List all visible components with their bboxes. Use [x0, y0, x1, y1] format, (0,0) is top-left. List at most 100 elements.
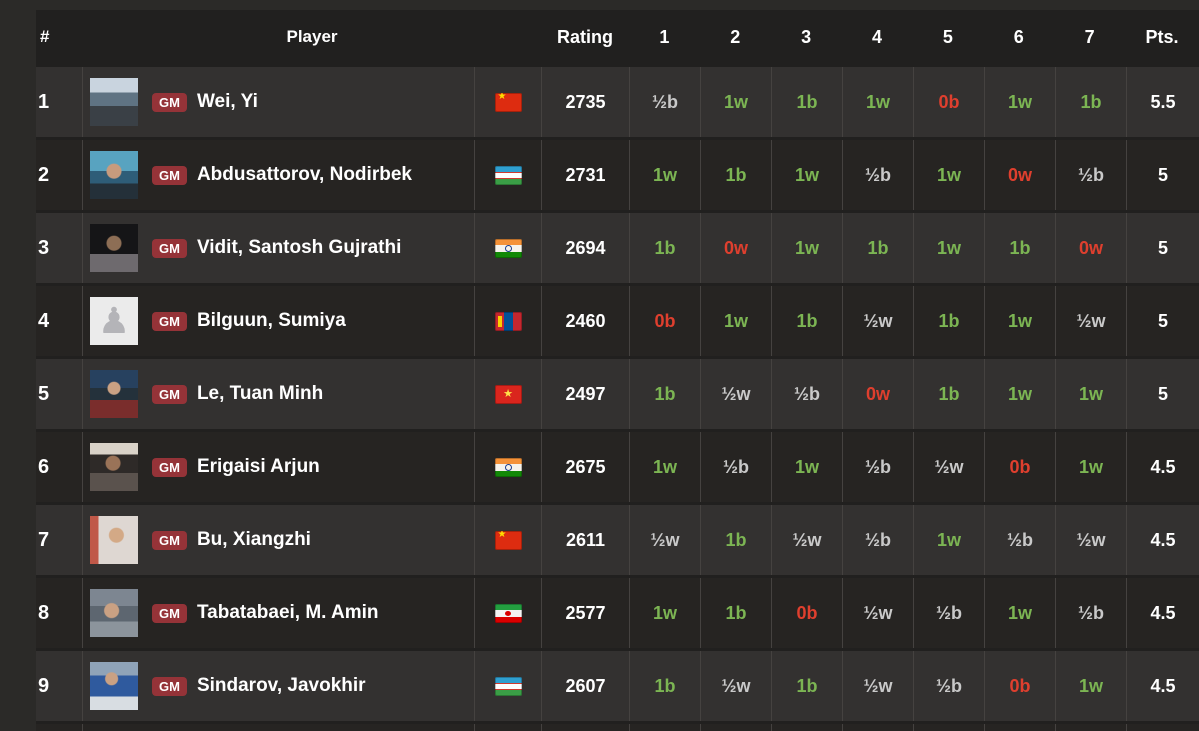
result-value[interactable]: ½b	[1077, 164, 1104, 185]
gm-title-badge: GM	[152, 676, 187, 696]
result-value[interactable]: 0w	[865, 383, 890, 404]
result-value[interactable]: 0w	[723, 237, 748, 258]
result-value[interactable]: 1w	[794, 237, 819, 258]
result-value[interactable]: 1b	[1009, 237, 1031, 258]
result-value[interactable]: ½w	[863, 310, 893, 331]
result-value[interactable]: 1w	[1007, 91, 1032, 112]
result-cell-r4: ½b	[843, 505, 914, 575]
result-value[interactable]: ½w	[721, 675, 751, 696]
flag-cell	[475, 140, 542, 210]
points-cell: 5	[1127, 359, 1199, 429]
result-value[interactable]: ½b	[1077, 602, 1104, 623]
standings-table: # Player Rating 1 2 3 4 5 6 7 Pts. 1 GM We…	[36, 10, 1199, 731]
result-value[interactable]: 1w	[865, 91, 890, 112]
result-value[interactable]: ½w	[934, 456, 964, 477]
result-cell-r5: 1b	[914, 286, 985, 356]
result-value[interactable]: 1w	[1007, 310, 1032, 331]
result-value[interactable]: 1w	[936, 237, 961, 258]
points-cell: 5	[1127, 213, 1199, 283]
result-value[interactable]: ½w	[650, 529, 680, 550]
result-value[interactable]: 0w	[1078, 237, 1103, 258]
result-value[interactable]: 1w	[936, 529, 961, 550]
result-value[interactable]: 1w	[936, 164, 961, 185]
result-cell-r3: 0b	[772, 578, 843, 648]
result-value[interactable]: 1b	[1080, 91, 1102, 112]
result-value[interactable]: 0b	[1009, 456, 1031, 477]
result-value[interactable]: 1b	[725, 529, 747, 550]
result-cell-r5: 1b	[914, 359, 985, 429]
result-value[interactable]: ½b	[651, 91, 678, 112]
result-value[interactable]: ½w	[863, 675, 893, 696]
result-value[interactable]: 1b	[654, 237, 676, 258]
result-value[interactable]: ½w	[863, 602, 893, 623]
result-value[interactable]: 0b	[796, 602, 818, 623]
table-row: 1 GM Wei, Yi 2735 ½b 1w 1b 1w 0b 1w 1b 5.5	[36, 64, 1199, 137]
result-value[interactable]: ½b	[1006, 529, 1033, 550]
result-value[interactable]: 1w	[723, 91, 748, 112]
result-cell-r7: ½b	[1056, 140, 1127, 210]
result-value[interactable]: ½b	[864, 456, 891, 477]
rank-cell: 6	[36, 432, 83, 502]
result-value[interactable]: 1w	[794, 164, 819, 185]
result-value[interactable]: 1b	[654, 383, 676, 404]
result-value[interactable]: 1b	[725, 164, 747, 185]
result-value[interactable]: 1w	[1007, 383, 1032, 404]
header-rank: #	[40, 27, 50, 46]
result-value[interactable]: 1w	[1078, 456, 1103, 477]
result-value[interactable]: ½b	[935, 675, 962, 696]
result-value[interactable]: ½b	[722, 456, 749, 477]
header-round-7: 7	[1084, 26, 1095, 47]
result-value[interactable]: 1b	[867, 237, 889, 258]
result-value[interactable]: 1b	[938, 383, 960, 404]
result-value[interactable]: ½b	[864, 164, 891, 185]
result-value[interactable]: ½b	[864, 529, 891, 550]
result-value[interactable]: 1w	[1007, 602, 1032, 623]
points-cell: 5.5	[1127, 67, 1199, 137]
result-value[interactable]: 1b	[796, 675, 818, 696]
player-name-link[interactable]: Wei, Yi	[196, 91, 258, 112]
result-value[interactable]: 1b	[654, 675, 676, 696]
result-cell-r4: 0w	[843, 359, 914, 429]
header-round-5: 5	[942, 26, 953, 47]
player-photo	[90, 589, 138, 637]
result-value[interactable]: ½w	[1076, 310, 1106, 331]
player-name-link[interactable]: Abdusattorov, Nodirbek	[196, 164, 412, 185]
result-value[interactable]: ½b	[935, 602, 962, 623]
player-name-link[interactable]: Erigaisi Arjun	[196, 456, 320, 477]
result-value[interactable]: ½w	[721, 383, 751, 404]
result-value[interactable]: 1w	[723, 310, 748, 331]
result-value[interactable]: 1b	[796, 310, 818, 331]
result-value[interactable]: 0b	[1009, 675, 1031, 696]
player-name-link[interactable]: Sindarov, Javokhir	[196, 675, 366, 696]
result-value[interactable]: 1w	[794, 456, 819, 477]
player-name-link[interactable]: Le, Tuan Minh	[196, 383, 324, 404]
player-name-link[interactable]: Tabatabaei, M. Amin	[196, 602, 379, 623]
result-value[interactable]: 1w	[652, 164, 677, 185]
rating-cell: 2497	[542, 359, 630, 429]
result-value[interactable]: 0b	[938, 91, 960, 112]
result-value[interactable]: 0b	[654, 310, 676, 331]
result-value[interactable]: 1b	[796, 91, 818, 112]
points-cell: 4.5	[1127, 651, 1199, 721]
result-value[interactable]: 1b	[938, 310, 960, 331]
result-value[interactable]: 1w	[652, 456, 677, 477]
result-value[interactable]: 1b	[725, 602, 747, 623]
result-cell-r7: ½w	[1056, 286, 1127, 356]
header-round-4: 4	[872, 26, 883, 47]
rating-cell: 2611	[542, 505, 630, 575]
result-value[interactable]: ½w	[1076, 529, 1106, 550]
table-row: 8 GM Tabatabaei, M. Amin 2577 1w 1b 0b ½w ½b 1w ½b…	[36, 575, 1199, 648]
result-value[interactable]: 1w	[1078, 675, 1103, 696]
result-value[interactable]: ½w	[792, 529, 822, 550]
player-name-link[interactable]: Bilguun, Sumiya	[196, 310, 346, 331]
result-value[interactable]: ½b	[793, 383, 820, 404]
result-value[interactable]: 1w	[652, 602, 677, 623]
result-value[interactable]: 1w	[1078, 383, 1103, 404]
player-photo	[90, 151, 138, 199]
rank-cell: 1	[36, 67, 83, 137]
header-rating: Rating	[557, 26, 614, 47]
result-value[interactable]: 0w	[1007, 164, 1032, 185]
player-name-link[interactable]: Bu, Xiangzhi	[196, 529, 311, 550]
player-name-link[interactable]: Vidit, Santosh Gujrathi	[196, 237, 402, 258]
result-cell-r2: 1b	[701, 505, 772, 575]
